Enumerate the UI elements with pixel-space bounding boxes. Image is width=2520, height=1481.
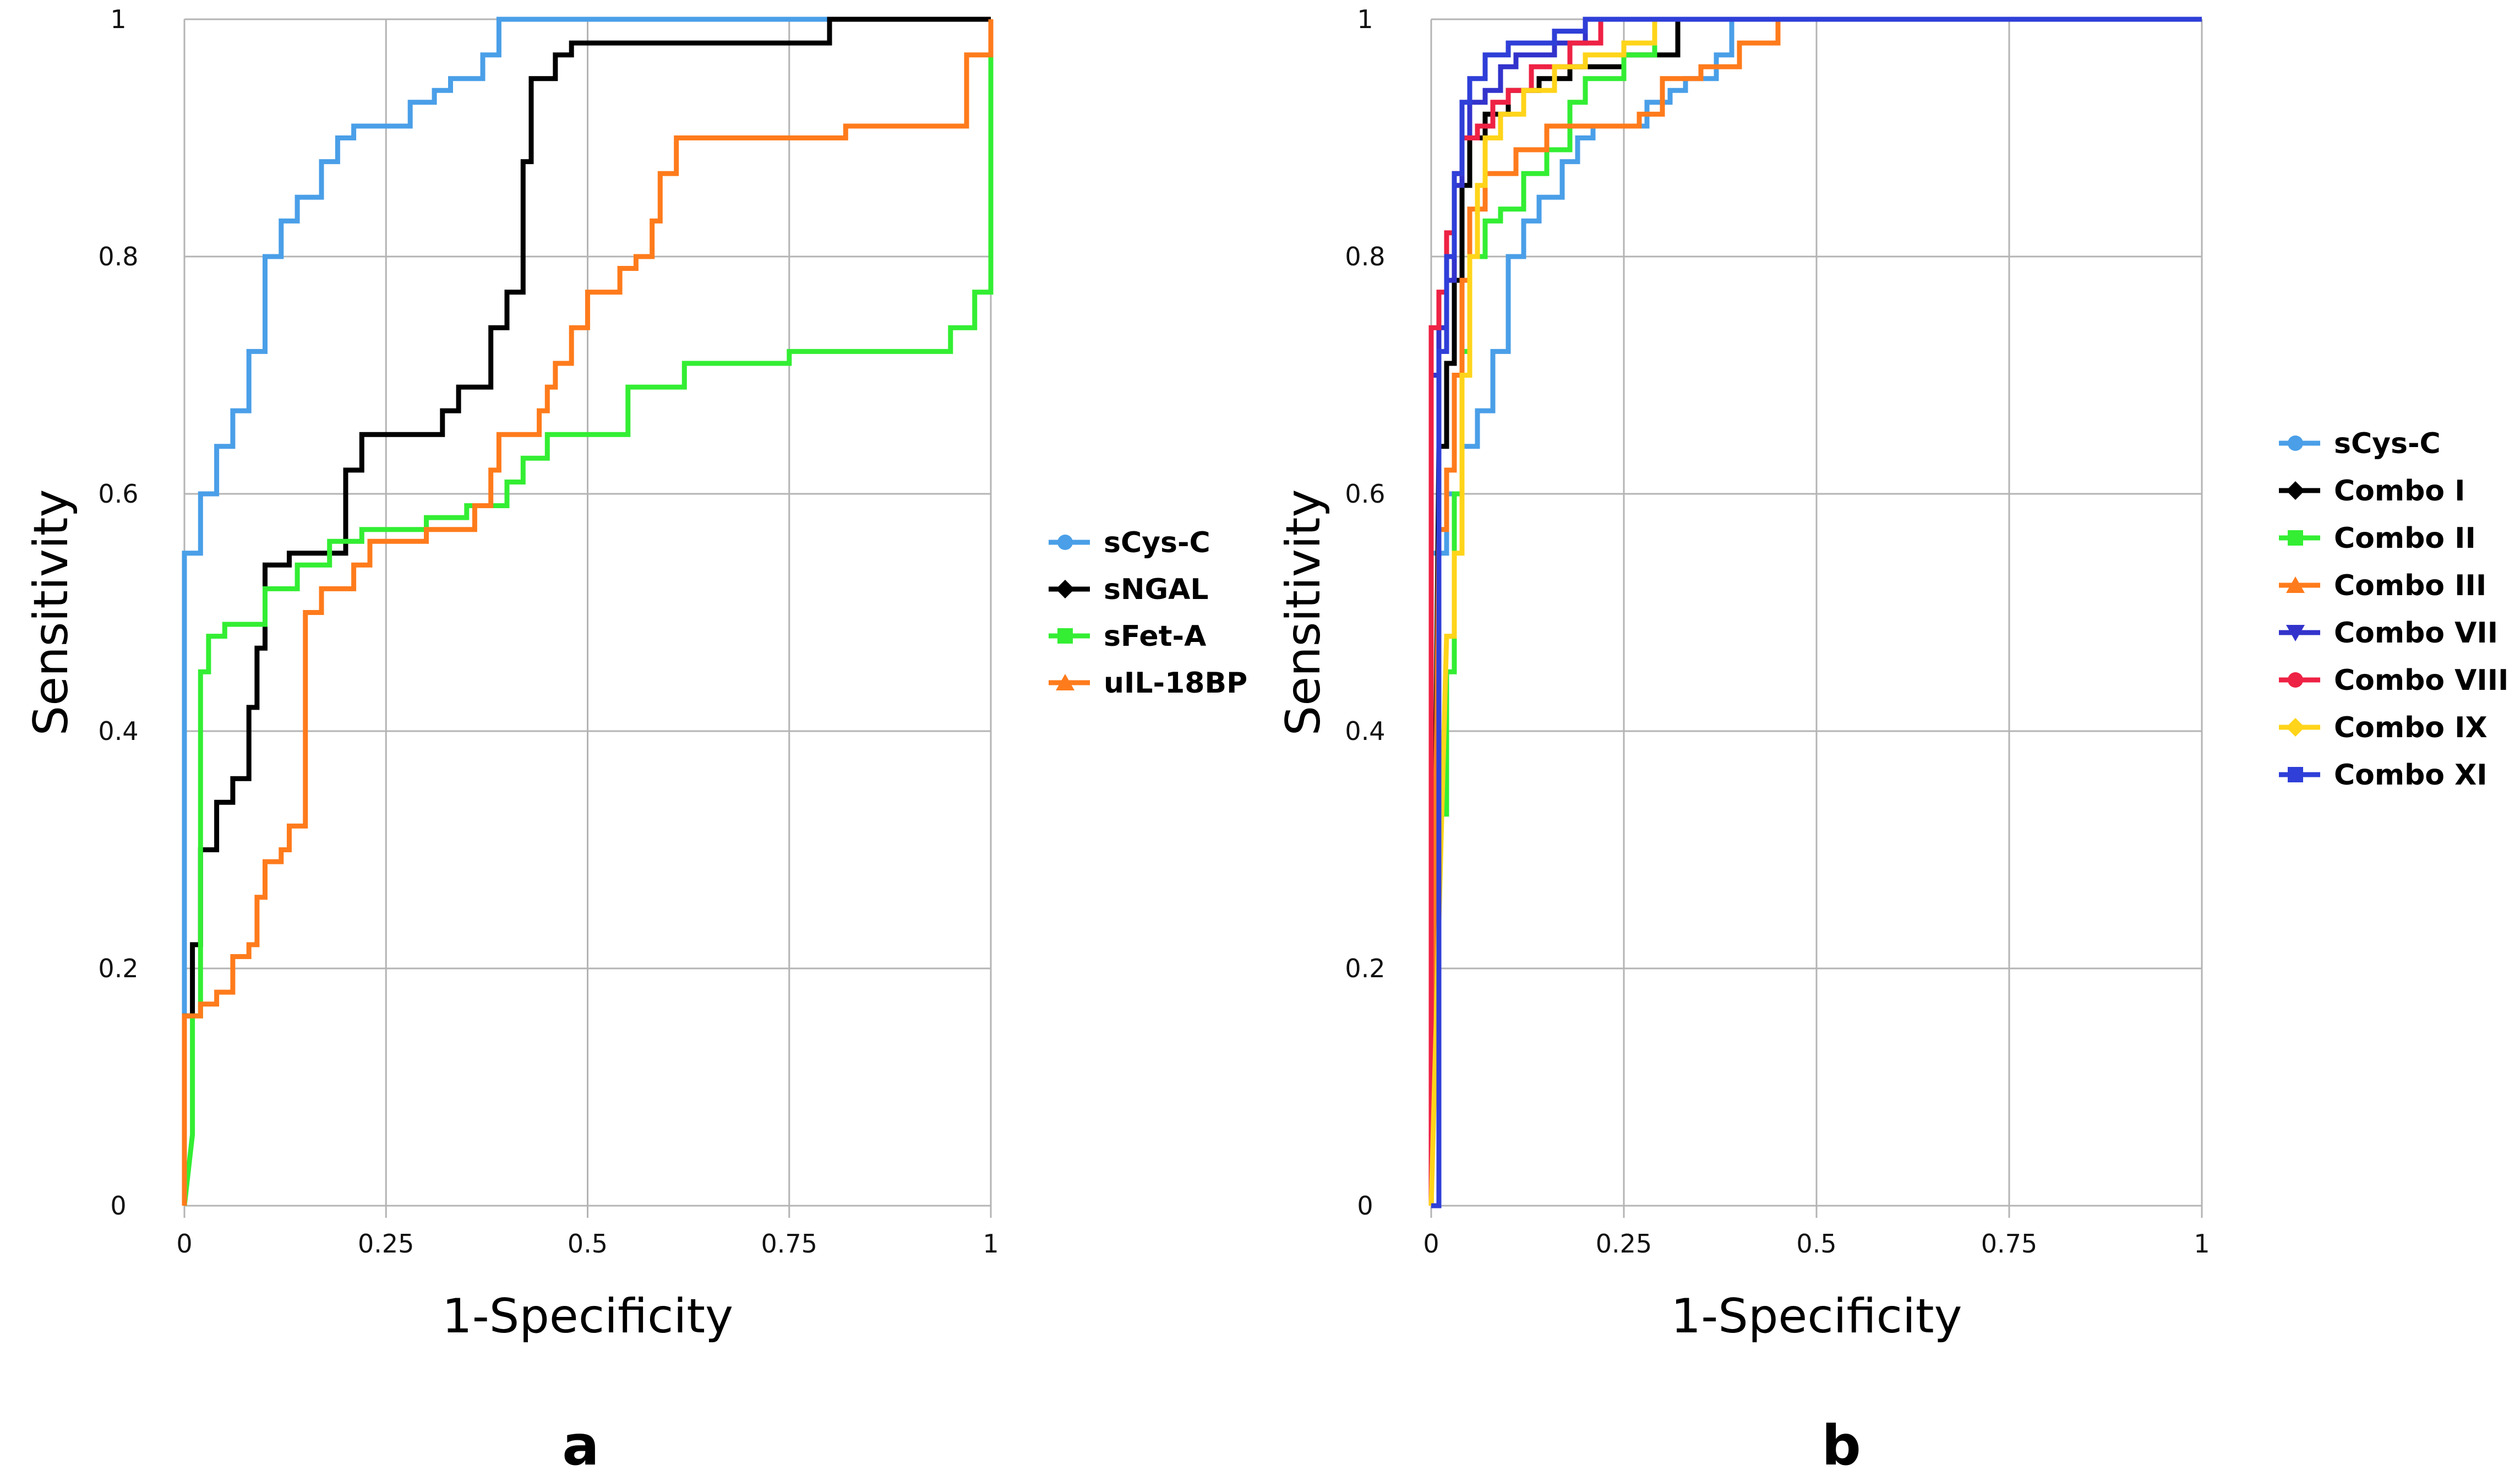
x-tick-label: 0.75 [1981,1229,2037,1259]
legend-entry-combo-vii: Combo VII [2279,617,2498,650]
series-line-uil-18bp [182,19,994,1206]
legend-label: sNGAL [1104,573,1209,606]
series-line-combo-ix [1428,17,2202,1206]
legend-marker-triangle [1056,674,1074,690]
x-axis-label: 1-Specificity [442,1289,733,1344]
y-tick-label: 0.6 [1345,479,1385,509]
legend-entry-sfet-a: sFet-A [1049,620,1206,653]
legend-entry-combo-xi: Combo XI [2279,759,2488,792]
y-tick-label: 0 [1357,1191,1373,1221]
legend-marker-circle [2288,435,2303,451]
series-line-sfet-a [182,19,994,1206]
legend-label: Combo VII [2334,617,2498,650]
y-tick-label: 0.4 [98,716,138,746]
legend-label: Combo XI [2334,759,2488,792]
legend-entry-combo-i: Combo I [2279,475,2465,508]
legend-label: Combo IX [2334,711,2488,744]
legend-marker-square [2288,530,2303,546]
y-tick-label: 0.2 [1345,954,1385,983]
y-tick-label: 1 [1357,4,1373,34]
legend-entry-sngal: sNGAL [1049,573,1209,606]
legend-entry-uil-18bp: uIL-18BP [1049,667,1247,700]
legend-label: uIL-18BP [1104,667,1247,700]
y-tick-label: 0.4 [1345,716,1385,746]
legend-label: sCys-C [2334,427,2441,460]
series-line-combo-iii [1428,17,2202,1206]
roc-panel-b: 0 0.25 0.5 0.75 1 0 0.2 0.4 0.6 0.8 1 1-Specificity… [1276,4,2508,1478]
series-line-combo-viii [1428,17,2202,1206]
y-tick-label: 1 [110,4,126,34]
legend-marker-square [1057,628,1073,644]
series-line-scys-c [1428,17,2202,1206]
y-axis-label: Sensitivity [24,489,79,736]
legend-label: Combo III [2334,569,2486,602]
legend-entry-combo-ix: Combo IX [2279,711,2488,744]
x-tick-label: 1 [2194,1229,2210,1259]
roc-panel-a: 0 0.25 0.5 0.75 1 0 0.2 0.4 0.6 0.8 1 1-Specificity… [24,4,1247,1478]
legend-entry-scys-c: sCys-C [1049,526,1210,559]
x-tick-label: 0.5 [1796,1229,1836,1259]
x-tick-label: 0.25 [358,1229,414,1259]
x-tick-label: 0.5 [568,1229,608,1259]
y-tick-label: 0.2 [98,954,138,983]
legend-marker-diamond [1056,580,1074,598]
legend-entry-combo-ii: Combo II [2279,522,2476,555]
y-tick-label: 0.8 [98,242,138,271]
x-tick-label: 0 [1423,1229,1439,1259]
legend-entry-combo-viii: Combo VIII [2279,664,2508,697]
y-tick-label: 0 [110,1191,126,1221]
legend-entry-combo-iii: Combo III [2279,569,2486,602]
y-tick-label: 0.6 [98,479,138,509]
legend-marker-diamond [2286,481,2305,500]
legend-marker-triangle-down [2286,625,2305,641]
legend-marker-circle [1057,535,1073,550]
series-line-scys-c [182,17,991,1206]
y-axis-label: Sensitivity [1276,489,1331,736]
legend-label: Combo VIII [2334,664,2508,697]
x-tick-label: 0 [176,1229,192,1259]
x-tick-label: 1 [983,1229,999,1259]
x-tick-label: 0.75 [761,1229,817,1259]
legend-label: sCys-C [1104,526,1210,559]
y-tick-label: 0.8 [1345,242,1385,271]
legend-marker-square [2288,767,2303,782]
legend-entry-scys-c: sCys-C [2279,427,2441,460]
legend-label: sFet-A [1104,620,1206,653]
legend-label: Combo II [2334,522,2476,555]
panel-label: b [1821,1413,1861,1478]
legend-marker-diamond [2286,718,2305,737]
legend-marker-circle [2288,672,2303,688]
series-line-combo-xi [1431,17,2202,1208]
legend-marker-triangle [2286,576,2305,593]
panel-label: a [562,1413,599,1478]
series-line-sngal [182,17,991,1206]
x-tick-label: 0.25 [1596,1229,1652,1259]
x-axis-label: 1-Specificity [1671,1289,1962,1344]
legend-label: Combo I [2334,475,2465,508]
